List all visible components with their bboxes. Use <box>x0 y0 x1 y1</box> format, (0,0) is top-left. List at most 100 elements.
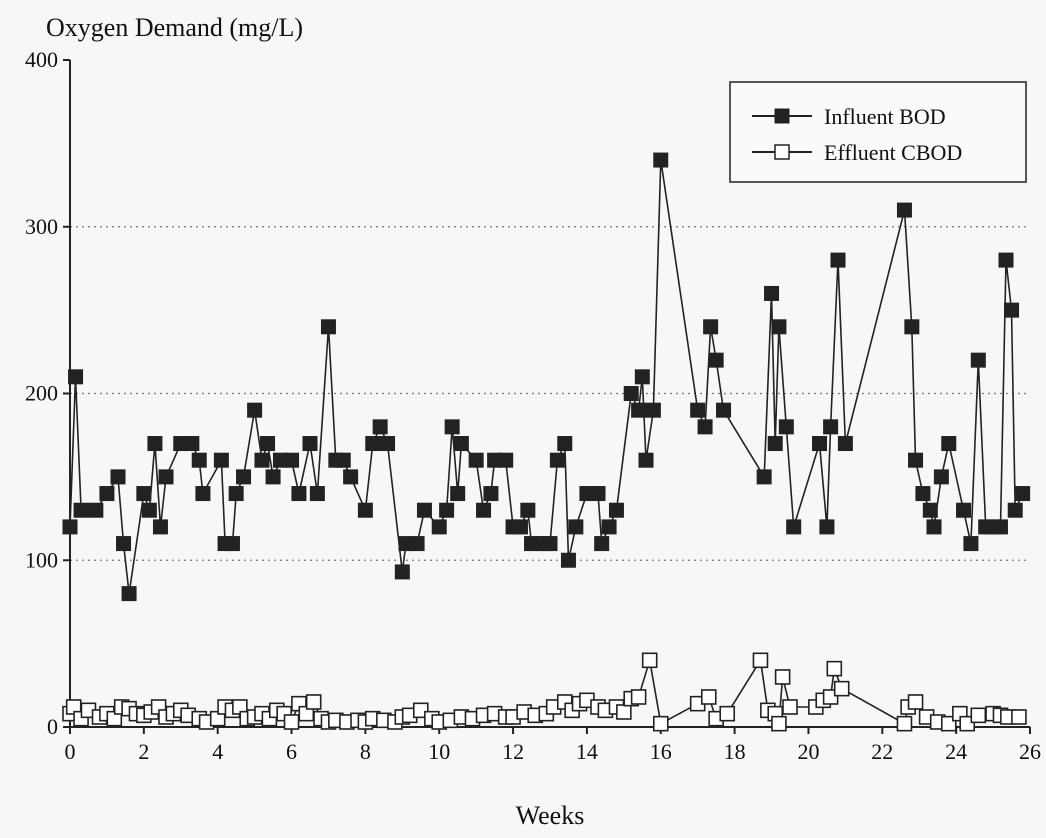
data-point-influent-bod <box>444 419 460 435</box>
data-point-influent-bod <box>99 486 115 502</box>
data-point-effluent-cbod <box>305 694 322 710</box>
data-point-influent-bod <box>941 436 957 452</box>
x-tick-label: 26 <box>1019 739 1041 764</box>
y-tick-label: 200 <box>25 381 58 406</box>
x-tick-label: 10 <box>428 739 450 764</box>
data-point-influent-bod <box>365 436 381 452</box>
data-point-influent-bod <box>121 586 137 602</box>
data-point-influent-bod <box>254 452 270 468</box>
data-point-influent-bod <box>394 564 410 580</box>
data-point-influent-bod <box>767 436 783 452</box>
data-point-influent-bod <box>195 486 211 502</box>
x-tick-label: 6 <box>286 739 297 764</box>
x-tick-label: 8 <box>360 739 371 764</box>
data-point-influent-bod <box>830 252 846 268</box>
data-point-influent-bod <box>141 502 157 518</box>
data-point-influent-bod <box>158 469 174 485</box>
data-point-influent-bod <box>812 436 828 452</box>
y-ticks: 0 100 200 300 400 <box>25 47 70 739</box>
data-point-effluent-cbod <box>700 689 717 705</box>
data-point-influent-bod <box>302 436 318 452</box>
data-point-influent-bod <box>73 502 89 518</box>
data-point-influent-bod <box>697 419 713 435</box>
data-point-influent-bod <box>468 452 484 468</box>
data-point-influent-bod <box>970 352 986 368</box>
y-tick-label: 100 <box>25 547 58 572</box>
data-point-influent-bod <box>116 536 132 552</box>
data-point-effluent-cbod <box>719 705 736 722</box>
data-point-effluent-cbod <box>283 714 300 730</box>
data-point-influent-bod <box>778 419 794 435</box>
data-point-effluent-cbod <box>833 680 850 697</box>
data-point-influent-bod <box>819 519 835 535</box>
series-line-influent-bod <box>69 159 1024 594</box>
data-point-influent-bod <box>431 519 447 535</box>
data-point-influent-bod <box>896 202 912 218</box>
data-point-influent-bod <box>450 486 466 502</box>
x-tick-label: 14 <box>576 739 598 764</box>
data-point-influent-bod <box>409 536 425 552</box>
data-point-influent-bod <box>771 319 787 335</box>
legend-marker-effluent <box>774 144 790 160</box>
data-point-influent-bod <box>320 319 336 335</box>
data-point-influent-bod <box>557 436 573 452</box>
data-point-effluent-cbod <box>771 715 787 732</box>
data-point-influent-bod <box>309 486 325 502</box>
legend-label-influent: Influent BOD <box>824 104 946 129</box>
data-point-influent-bod <box>184 436 200 452</box>
data-point-influent-bod <box>483 486 499 502</box>
data-point-effluent-cbod <box>826 660 843 677</box>
data-point-influent-bod <box>1007 502 1023 518</box>
data-point-influent-bod <box>152 519 168 535</box>
data-point-effluent-cbod <box>652 715 669 732</box>
data-point-influent-bod <box>372 419 388 435</box>
legend-label-effluent: Effluent CBOD <box>824 140 962 165</box>
data-point-influent-bod <box>568 519 584 535</box>
data-point-effluent-cbod <box>970 707 987 724</box>
data-point-influent-bod <box>110 469 126 485</box>
gridlines <box>70 226 1030 561</box>
data-point-influent-bod <box>88 502 104 518</box>
data-point-influent-bod <box>915 486 931 502</box>
data-point-influent-bod <box>703 319 719 335</box>
x-tick-label: 4 <box>212 739 223 764</box>
data-point-influent-bod <box>236 469 252 485</box>
data-point-influent-bod <box>453 436 469 452</box>
data-point-effluent-cbod <box>630 689 647 705</box>
data-point-influent-bod <box>634 369 650 385</box>
x-tick-label: 16 <box>650 739 672 764</box>
data-point-influent-bod <box>708 352 724 368</box>
data-point-influent-bod <box>786 519 802 535</box>
data-point-influent-bod <box>690 402 706 418</box>
data-point-influent-bod <box>590 486 606 502</box>
data-point-influent-bod <box>956 502 972 518</box>
data-point-influent-bod <box>416 502 432 518</box>
data-point-influent-bod <box>716 402 732 418</box>
data-point-influent-bod <box>147 436 163 452</box>
series-markers <box>62 152 1031 732</box>
x-ticks: 0 2 4 6 8 10 12 14 16 18 20 22 24 26 <box>65 727 1041 764</box>
legend: Influent BOD Effluent CBOD <box>729 81 1027 183</box>
data-point-influent-bod <box>213 452 229 468</box>
data-point-influent-bod <box>594 536 610 552</box>
data-point-influent-bod <box>291 486 307 502</box>
data-point-influent-bod <box>756 469 772 485</box>
data-point-effluent-cbod <box>1011 709 1027 725</box>
data-point-influent-bod <box>260 436 276 452</box>
data-point-influent-bod <box>228 486 244 502</box>
data-point-influent-bod <box>380 436 396 452</box>
data-point-influent-bod <box>512 519 528 535</box>
data-point-influent-bod <box>247 402 263 418</box>
data-point-influent-bod <box>645 402 661 418</box>
data-point-influent-bod <box>837 436 853 452</box>
data-point-influent-bod <box>933 469 949 485</box>
data-point-effluent-cbod <box>896 715 913 732</box>
data-point-effluent-cbod <box>616 704 632 720</box>
y-tick-label: 0 <box>47 714 58 739</box>
data-point-influent-bod <box>908 452 924 468</box>
data-point-influent-bod <box>922 502 938 518</box>
x-tick-label: 18 <box>724 739 746 764</box>
data-point-influent-bod <box>549 452 565 468</box>
x-axis-title: Weeks <box>516 801 585 830</box>
